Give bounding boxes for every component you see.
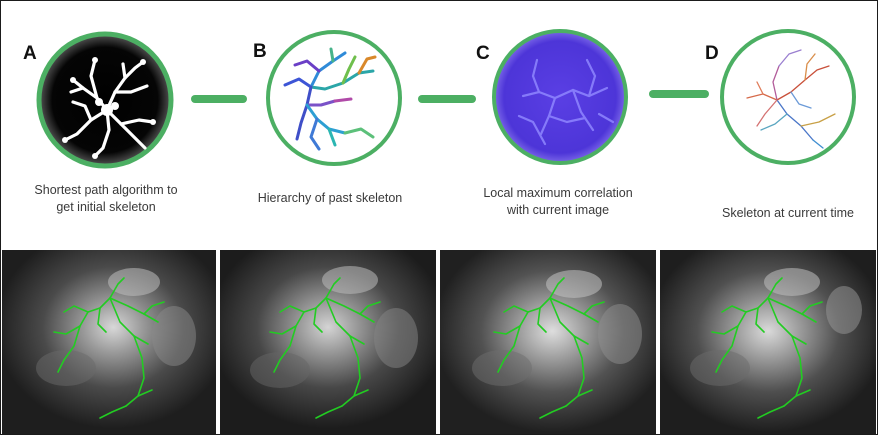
microscopy-frames xyxy=(1,250,877,434)
stage-d-caption: Skeleton at current time xyxy=(693,205,878,222)
frame-2-image xyxy=(220,250,436,434)
stage-b-caption-line-1: Hierarchy of past skeleton xyxy=(257,191,403,205)
connector-c-d xyxy=(649,90,709,98)
correlation-map-icon xyxy=(492,29,628,165)
stage-d-caption-line-1: Skeleton at current time xyxy=(721,206,854,220)
stage-c-caption: Local maximum correlation with current i… xyxy=(463,185,653,219)
stage-a-caption-line-1: Shortest path algorithm to xyxy=(34,183,178,197)
frame-1 xyxy=(2,250,216,434)
stage-d-letter: D xyxy=(705,43,719,64)
frame-3-image xyxy=(440,250,656,434)
stage-c-caption-line-2: with current image xyxy=(506,203,610,217)
frame-1-image xyxy=(2,250,216,434)
pipeline-diagram: A B C D xyxy=(1,1,877,249)
frame-4 xyxy=(660,250,876,434)
frame-4-image xyxy=(660,250,876,434)
stage-b-caption: Hierarchy of past skeleton xyxy=(235,190,425,207)
current-skeleton-icon xyxy=(720,29,856,165)
connector-a-b xyxy=(191,95,247,103)
binary-skeleton-icon xyxy=(36,31,174,169)
stage-a-letter: A xyxy=(23,43,37,64)
stage-a-caption-line-2: get initial skeleton xyxy=(56,200,156,214)
hierarchy-tree-icon xyxy=(266,30,402,166)
stage-c-letter: C xyxy=(476,43,490,64)
stage-c-caption-line-1: Local maximum correlation xyxy=(483,186,633,200)
frame-3 xyxy=(440,250,656,434)
stage-b-letter: B xyxy=(253,41,267,62)
connector-b-c xyxy=(418,95,476,103)
stage-a-caption: Shortest path algorithm to get initial s… xyxy=(11,182,201,216)
frame-2 xyxy=(220,250,436,434)
